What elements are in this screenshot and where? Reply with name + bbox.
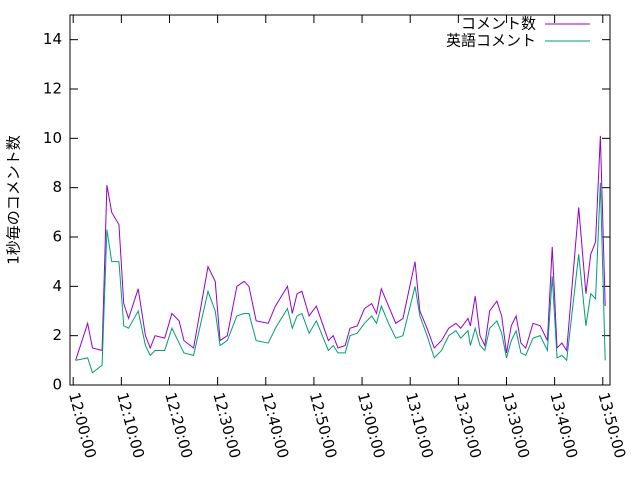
y-tick-label: 12 (43, 80, 62, 98)
x-tick-label: 12:40:00 (258, 391, 293, 461)
x-tick-label: 13:00:00 (354, 391, 389, 461)
x-tick-label: 13:10:00 (402, 391, 437, 461)
y-tick-label: 4 (52, 277, 62, 295)
series-line (75, 182, 606, 374)
x-tick-label: 12:50:00 (306, 391, 341, 461)
y-tick-label: 6 (52, 228, 62, 246)
x-tick-label: 12:10:00 (113, 391, 148, 461)
y-tick-label: 0 (52, 376, 62, 394)
y-tick-label: 14 (43, 30, 62, 48)
legend-label: コメント数 (461, 15, 536, 33)
y-tick-label: 8 (52, 178, 62, 196)
y-axis-label: 1秒毎のコメント数 (5, 135, 23, 265)
y-tick-label: 2 (52, 326, 62, 344)
x-tick-label: 12:00:00 (65, 391, 100, 461)
x-tick-label: 13:20:00 (450, 391, 485, 461)
x-tick-label: 12:30:00 (209, 391, 244, 461)
x-tick-label: 12:20:00 (161, 391, 196, 461)
legend-label: 英語コメント (446, 32, 536, 50)
x-tick-label: 13:50:00 (595, 391, 630, 461)
x-tick-label: 13:40:00 (546, 391, 581, 461)
x-tick-label: 13:30:00 (498, 391, 533, 461)
series-line (75, 135, 606, 361)
y-tick-label: 10 (43, 129, 62, 147)
plot-border (69, 14, 611, 386)
